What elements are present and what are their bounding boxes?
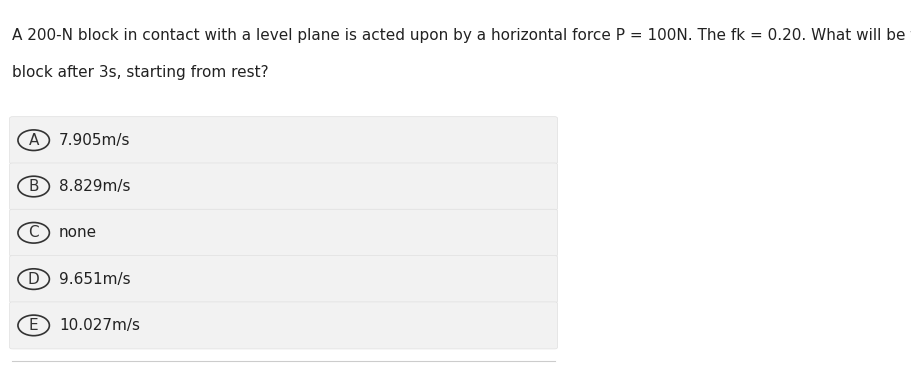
- Circle shape: [18, 176, 49, 197]
- FancyBboxPatch shape: [9, 302, 558, 349]
- Text: A 200-N block in contact with a level plane is acted upon by a horizontal force : A 200-N block in contact with a level pl…: [13, 28, 911, 44]
- Circle shape: [18, 130, 49, 150]
- FancyBboxPatch shape: [9, 256, 558, 303]
- Circle shape: [18, 269, 49, 289]
- Circle shape: [18, 223, 49, 243]
- Text: block after 3s, starting from rest?: block after 3s, starting from rest?: [13, 65, 269, 80]
- FancyBboxPatch shape: [9, 163, 558, 210]
- Text: 8.829m/s: 8.829m/s: [59, 179, 130, 194]
- FancyBboxPatch shape: [9, 209, 558, 256]
- Text: 7.905m/s: 7.905m/s: [59, 133, 130, 148]
- Text: E: E: [29, 318, 38, 333]
- Text: 10.027m/s: 10.027m/s: [59, 318, 140, 333]
- Text: A: A: [28, 133, 39, 148]
- Text: 9.651m/s: 9.651m/s: [59, 272, 130, 286]
- Text: none: none: [59, 225, 97, 240]
- Circle shape: [18, 315, 49, 336]
- Text: D: D: [28, 272, 39, 286]
- FancyBboxPatch shape: [9, 117, 558, 164]
- Text: B: B: [28, 179, 39, 194]
- Text: C: C: [28, 225, 39, 240]
